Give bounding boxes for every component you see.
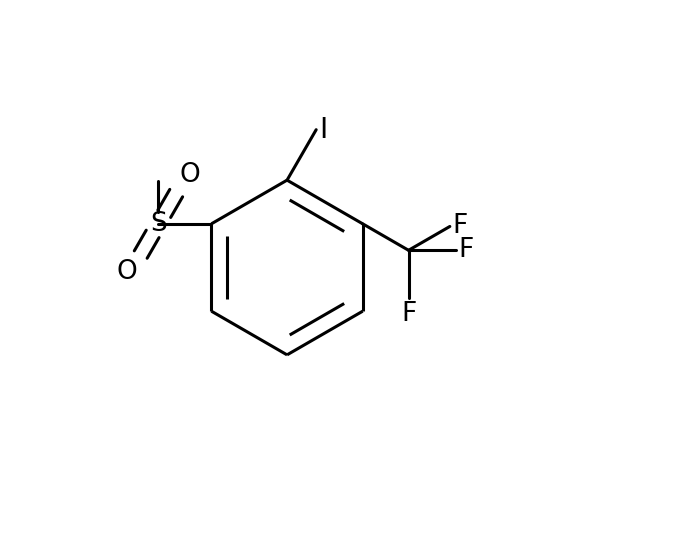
Text: F: F xyxy=(459,238,474,263)
Text: O: O xyxy=(116,259,137,285)
Text: O: O xyxy=(180,163,201,188)
Text: S: S xyxy=(150,211,167,237)
Text: I: I xyxy=(319,116,327,144)
Text: F: F xyxy=(452,213,468,240)
Text: F: F xyxy=(401,301,416,326)
